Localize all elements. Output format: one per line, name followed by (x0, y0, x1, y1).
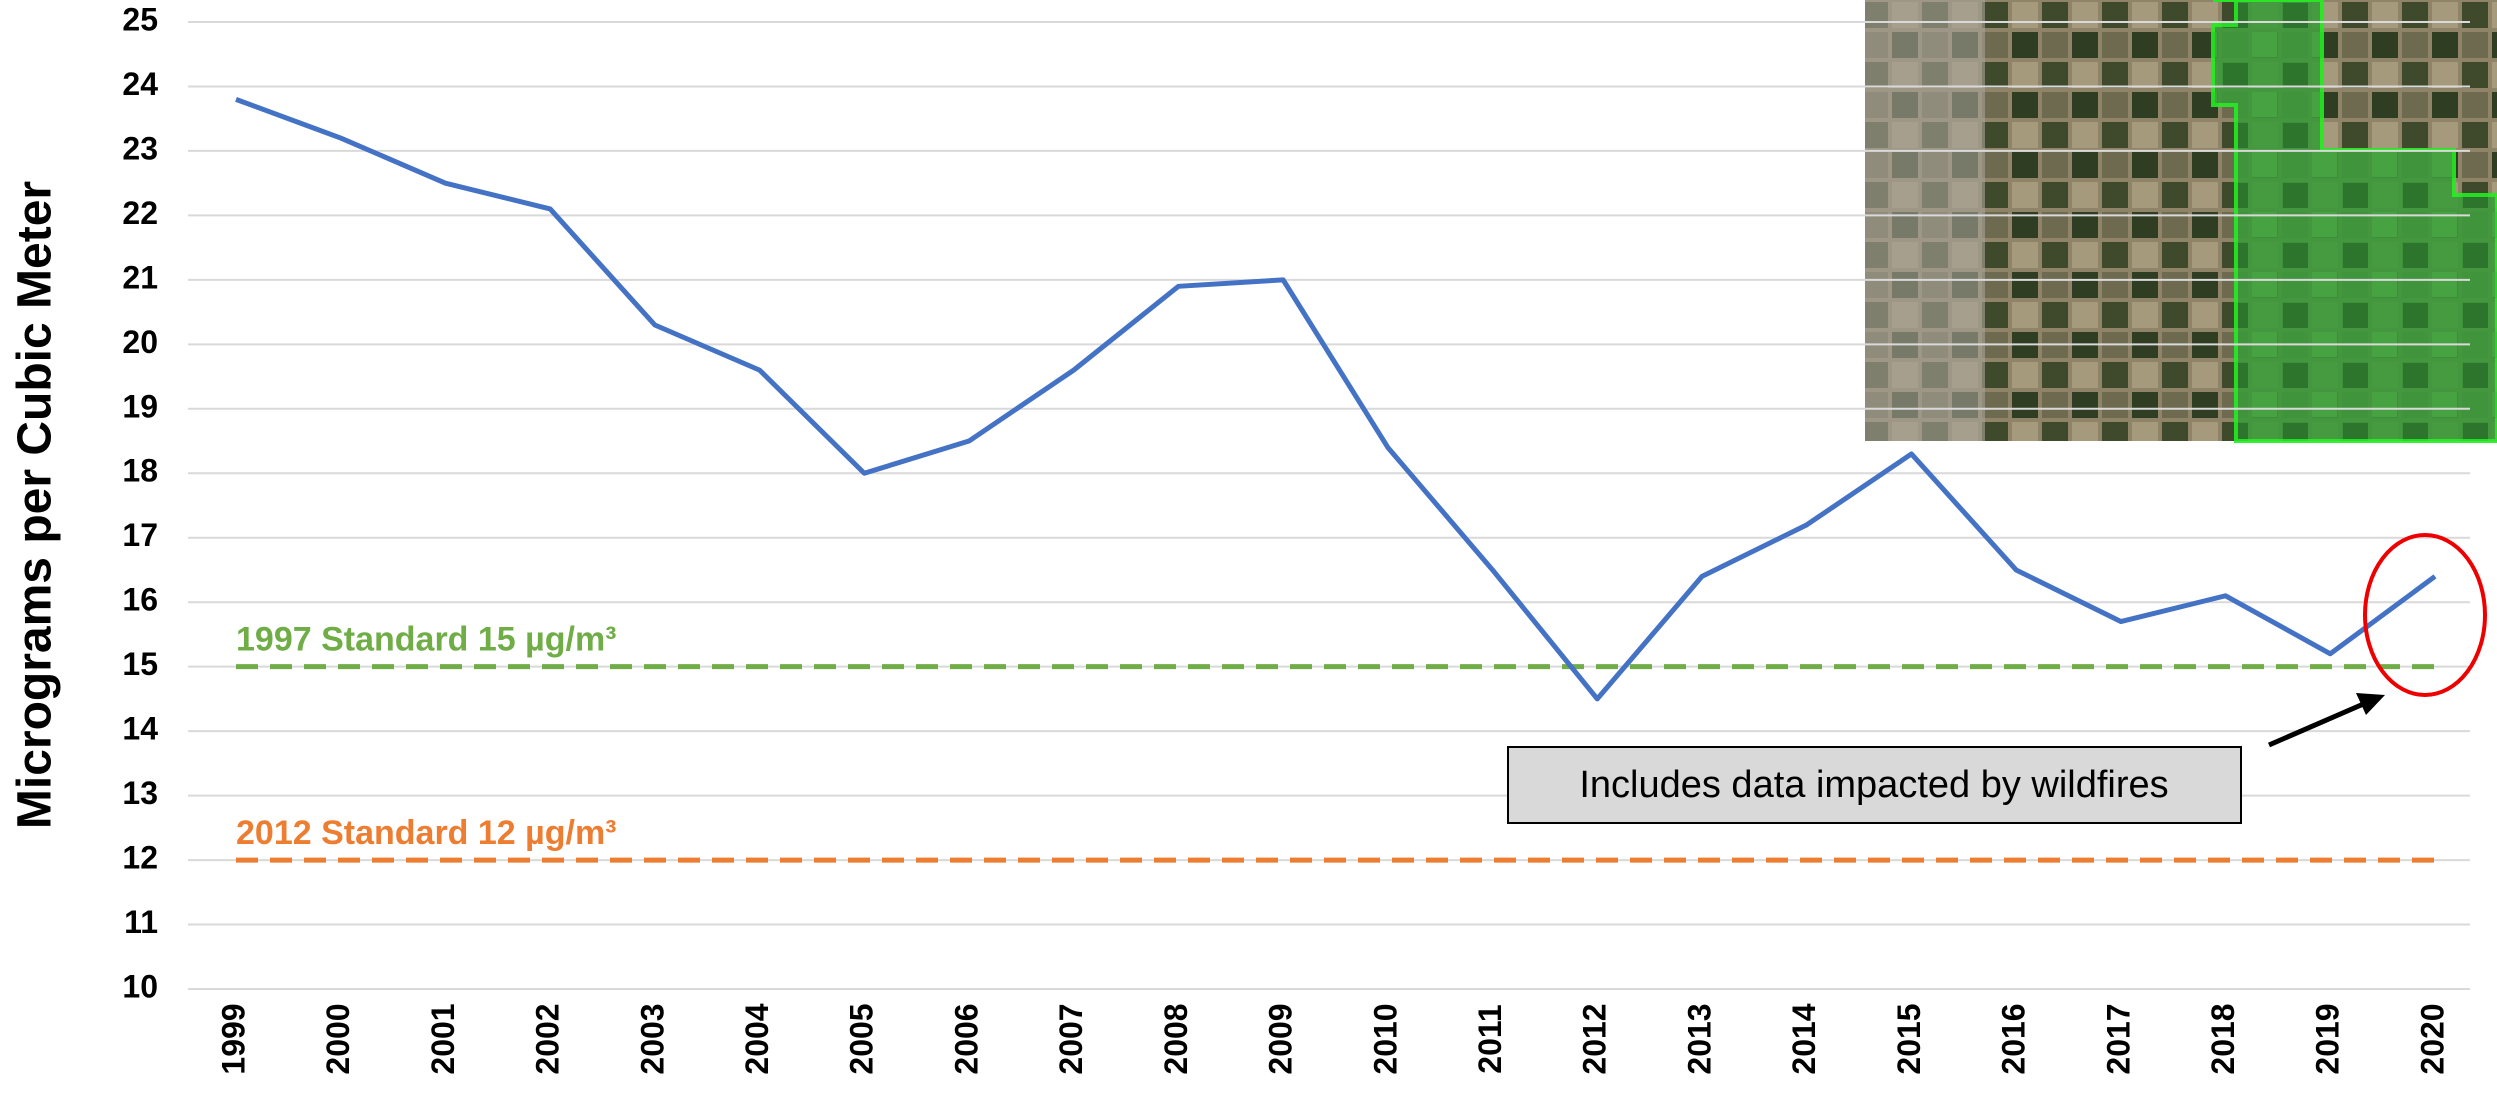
x-tick-label: 2007 (1053, 1003, 1089, 1074)
x-tick-label: 2008 (1158, 1003, 1194, 1074)
x-tick-label: 2010 (1367, 1003, 1403, 1074)
y-tick-label: 16 (122, 582, 158, 618)
annotation-text: Includes data impacted by wildfires (1579, 764, 2168, 806)
reference-label: 2012 Standard 12 µg/m³ (236, 814, 617, 852)
y-tick-label: 13 (122, 775, 158, 811)
x-tick-label: 2017 (2100, 1003, 2136, 1074)
x-tick-label: 2003 (634, 1003, 670, 1074)
x-tick-label: 2011 (1472, 1004, 1508, 1073)
x-tick-label: 2015 (1891, 1003, 1927, 1074)
page: Micrograms per Cubic Meter 10 11 12 13 14 15 1… (0, 0, 2497, 1110)
x-tick-label: 2002 (530, 1003, 566, 1074)
x-tick-label: 2006 (948, 1003, 984, 1074)
y-tick-label: 19 (122, 388, 158, 424)
x-tick-label: 2013 (1681, 1003, 1717, 1074)
x-tick-label: 2012 (1577, 1003, 1613, 1074)
y-tick-label: 11 (124, 904, 158, 940)
y-tick-label: 24 (122, 66, 158, 102)
y-tick-label: 17 (122, 517, 158, 553)
reference-label: 1997 Standard 15 µg/m³ (236, 621, 617, 659)
x-tick-label: 2019 (2310, 1003, 2346, 1074)
y-tick-label: 20 (122, 324, 158, 360)
x-tick-label: 2020 (2414, 1003, 2450, 1074)
y-tick-label: 12 (122, 840, 158, 876)
x-tick-label: 2000 (320, 1003, 356, 1074)
y-tick-label: 14 (122, 711, 158, 747)
x-tick-label: 2004 (739, 1003, 775, 1074)
x-tick-label: 2005 (844, 1003, 880, 1074)
x-tick-label: 2014 (1786, 1003, 1822, 1074)
y-tick-label: 15 (122, 646, 158, 682)
chart: Micrograms per Cubic Meter 10 11 12 13 14 15 1… (0, 0, 2497, 1110)
x-tick-label: 2016 (1996, 1003, 2032, 1074)
inset-image (1865, 0, 2497, 441)
y-tick-label: 25 (122, 1, 158, 37)
y-tick-label: 10 (122, 968, 158, 1004)
y-tick-label: 23 (122, 130, 158, 166)
x-tick-label: 2018 (2205, 1003, 2241, 1074)
y-tick-label: 18 (122, 453, 158, 489)
y-tick-label: 21 (122, 259, 158, 295)
annotation: Includes data impacted by wildfires (1508, 535, 2485, 823)
y-axis-label: Micrograms per Cubic Meter (9, 181, 62, 829)
x-tick-label: 2001 (425, 1003, 461, 1074)
x-tick-label: 2009 (1263, 1003, 1299, 1074)
y-tick-label: 22 (122, 195, 158, 231)
arrow-line (2269, 702, 2368, 745)
x-tick-label: 1999 (215, 1003, 251, 1074)
